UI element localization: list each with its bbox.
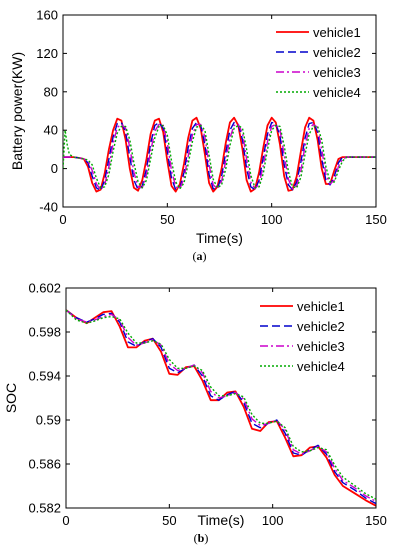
series-group xyxy=(63,116,376,193)
legend-label-vehicle4: vehicle4 xyxy=(297,359,345,374)
legend-label-vehicle1: vehicle1 xyxy=(313,25,361,40)
y-tick-label: 0.59 xyxy=(36,413,61,428)
legend: vehicle1 vehicle2 vehicle3 vehicle4 xyxy=(276,25,361,100)
legend-label-vehicle4: vehicle4 xyxy=(313,85,361,100)
legend-label-vehicle2: vehicle2 xyxy=(297,319,345,334)
y-tick-label: 40 xyxy=(44,123,58,138)
x-tick-label: 0 xyxy=(59,212,66,227)
x-tick-label: 150 xyxy=(365,212,387,227)
x-axis-title: Time(s) xyxy=(196,230,243,246)
y-tick-label: 0 xyxy=(51,161,58,176)
y-tick-label: 80 xyxy=(44,84,58,99)
legend-label-vehicle3: vehicle3 xyxy=(313,65,361,80)
y-tick-label: 160 xyxy=(36,8,58,23)
x-tick-label: 100 xyxy=(261,212,283,227)
figure-caption: (a) xyxy=(193,249,207,263)
figure-caption: (b) xyxy=(194,531,209,545)
legend: vehicle1 vehicle2 vehicle3 vehicle4 xyxy=(260,299,345,374)
y-tick-label: 120 xyxy=(36,46,58,61)
legend-label-vehicle1: vehicle1 xyxy=(297,299,345,314)
chart-b: 0 50 100 150 0.582 0.586 0.59 0.594 0.598 0.602 Ti… xyxy=(3,281,387,546)
series-line-vehicle1 xyxy=(63,116,376,193)
series-line-vehicle3 xyxy=(63,123,376,191)
legend-label-vehicle2: vehicle2 xyxy=(313,45,361,60)
y-tick-label: 0.602 xyxy=(28,281,61,296)
y-axis-title: Battery power(KW) xyxy=(9,52,25,170)
legend-label-vehicle3: vehicle3 xyxy=(297,339,345,354)
y-tick-label: -40 xyxy=(39,200,58,215)
series-line-vehicle4 xyxy=(66,309,376,500)
series-group xyxy=(66,309,376,507)
x-tick-label: 100 xyxy=(262,513,284,528)
x-tick-label: 50 xyxy=(162,513,176,528)
x-tick-label: 0 xyxy=(62,513,69,528)
y-tick-label: 0.582 xyxy=(28,501,61,516)
x-tick-label: 150 xyxy=(365,513,387,528)
series-line-vehicle2 xyxy=(66,309,376,505)
y-tick-label: 0.586 xyxy=(28,457,61,472)
x-axis-title: Time(s) xyxy=(198,512,245,528)
y-axis-title: SOC xyxy=(3,383,19,413)
y-tick-label: 0.594 xyxy=(28,369,61,384)
series-line-vehicle4 xyxy=(63,124,376,190)
y-tick-label: 0.598 xyxy=(28,325,61,340)
x-tick-label: 50 xyxy=(160,212,174,227)
